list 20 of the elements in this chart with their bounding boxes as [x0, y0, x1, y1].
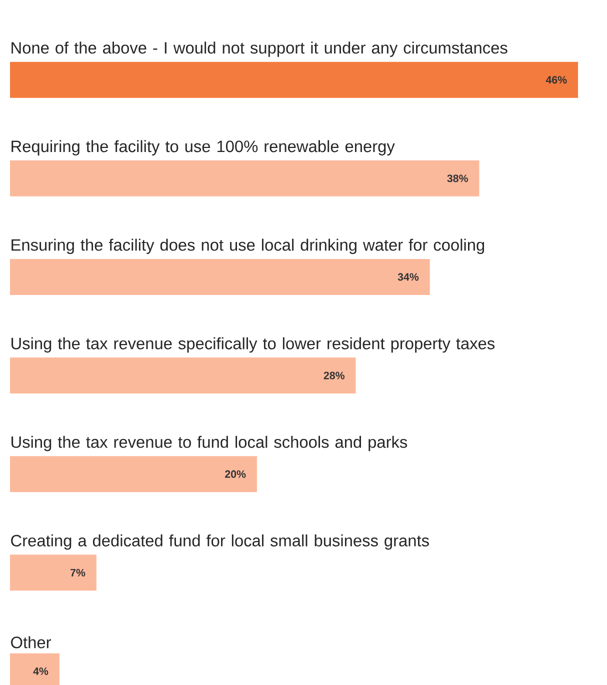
bar: [10, 456, 257, 492]
data-label: 7%: [70, 568, 86, 576]
y-tick-label: Requiring the facility to use 100% renewable energy: [12, 140, 395, 156]
data-label: 46%: [546, 76, 567, 84]
bar: [10, 160, 480, 196]
data-label: 28%: [324, 372, 345, 380]
y-tick-label: None of the above - I would not support it under any circumstances: [12, 42, 508, 57]
data-label: 20%: [225, 470, 246, 478]
y-tick-label: Using the tax revenue specifically to lower resident property taxes: [12, 337, 495, 353]
y-tick-label: Ensuring the facility does not use local drinking water for cooling: [12, 238, 484, 254]
data-label: 38%: [447, 174, 468, 182]
bar: [10, 258, 430, 295]
y-tick-label: Using the tax revenue to fund local schools and parks: [12, 436, 408, 452]
y-tick-label: Other: [11, 636, 52, 648]
bar: [10, 554, 96, 591]
y-tick-label: Creating a dedicated fund for local small business grants: [11, 534, 429, 550]
bar: [10, 62, 578, 98]
data-label: 34%: [398, 273, 419, 281]
bar: [10, 358, 356, 394]
data-label: 4%: [33, 667, 48, 675]
